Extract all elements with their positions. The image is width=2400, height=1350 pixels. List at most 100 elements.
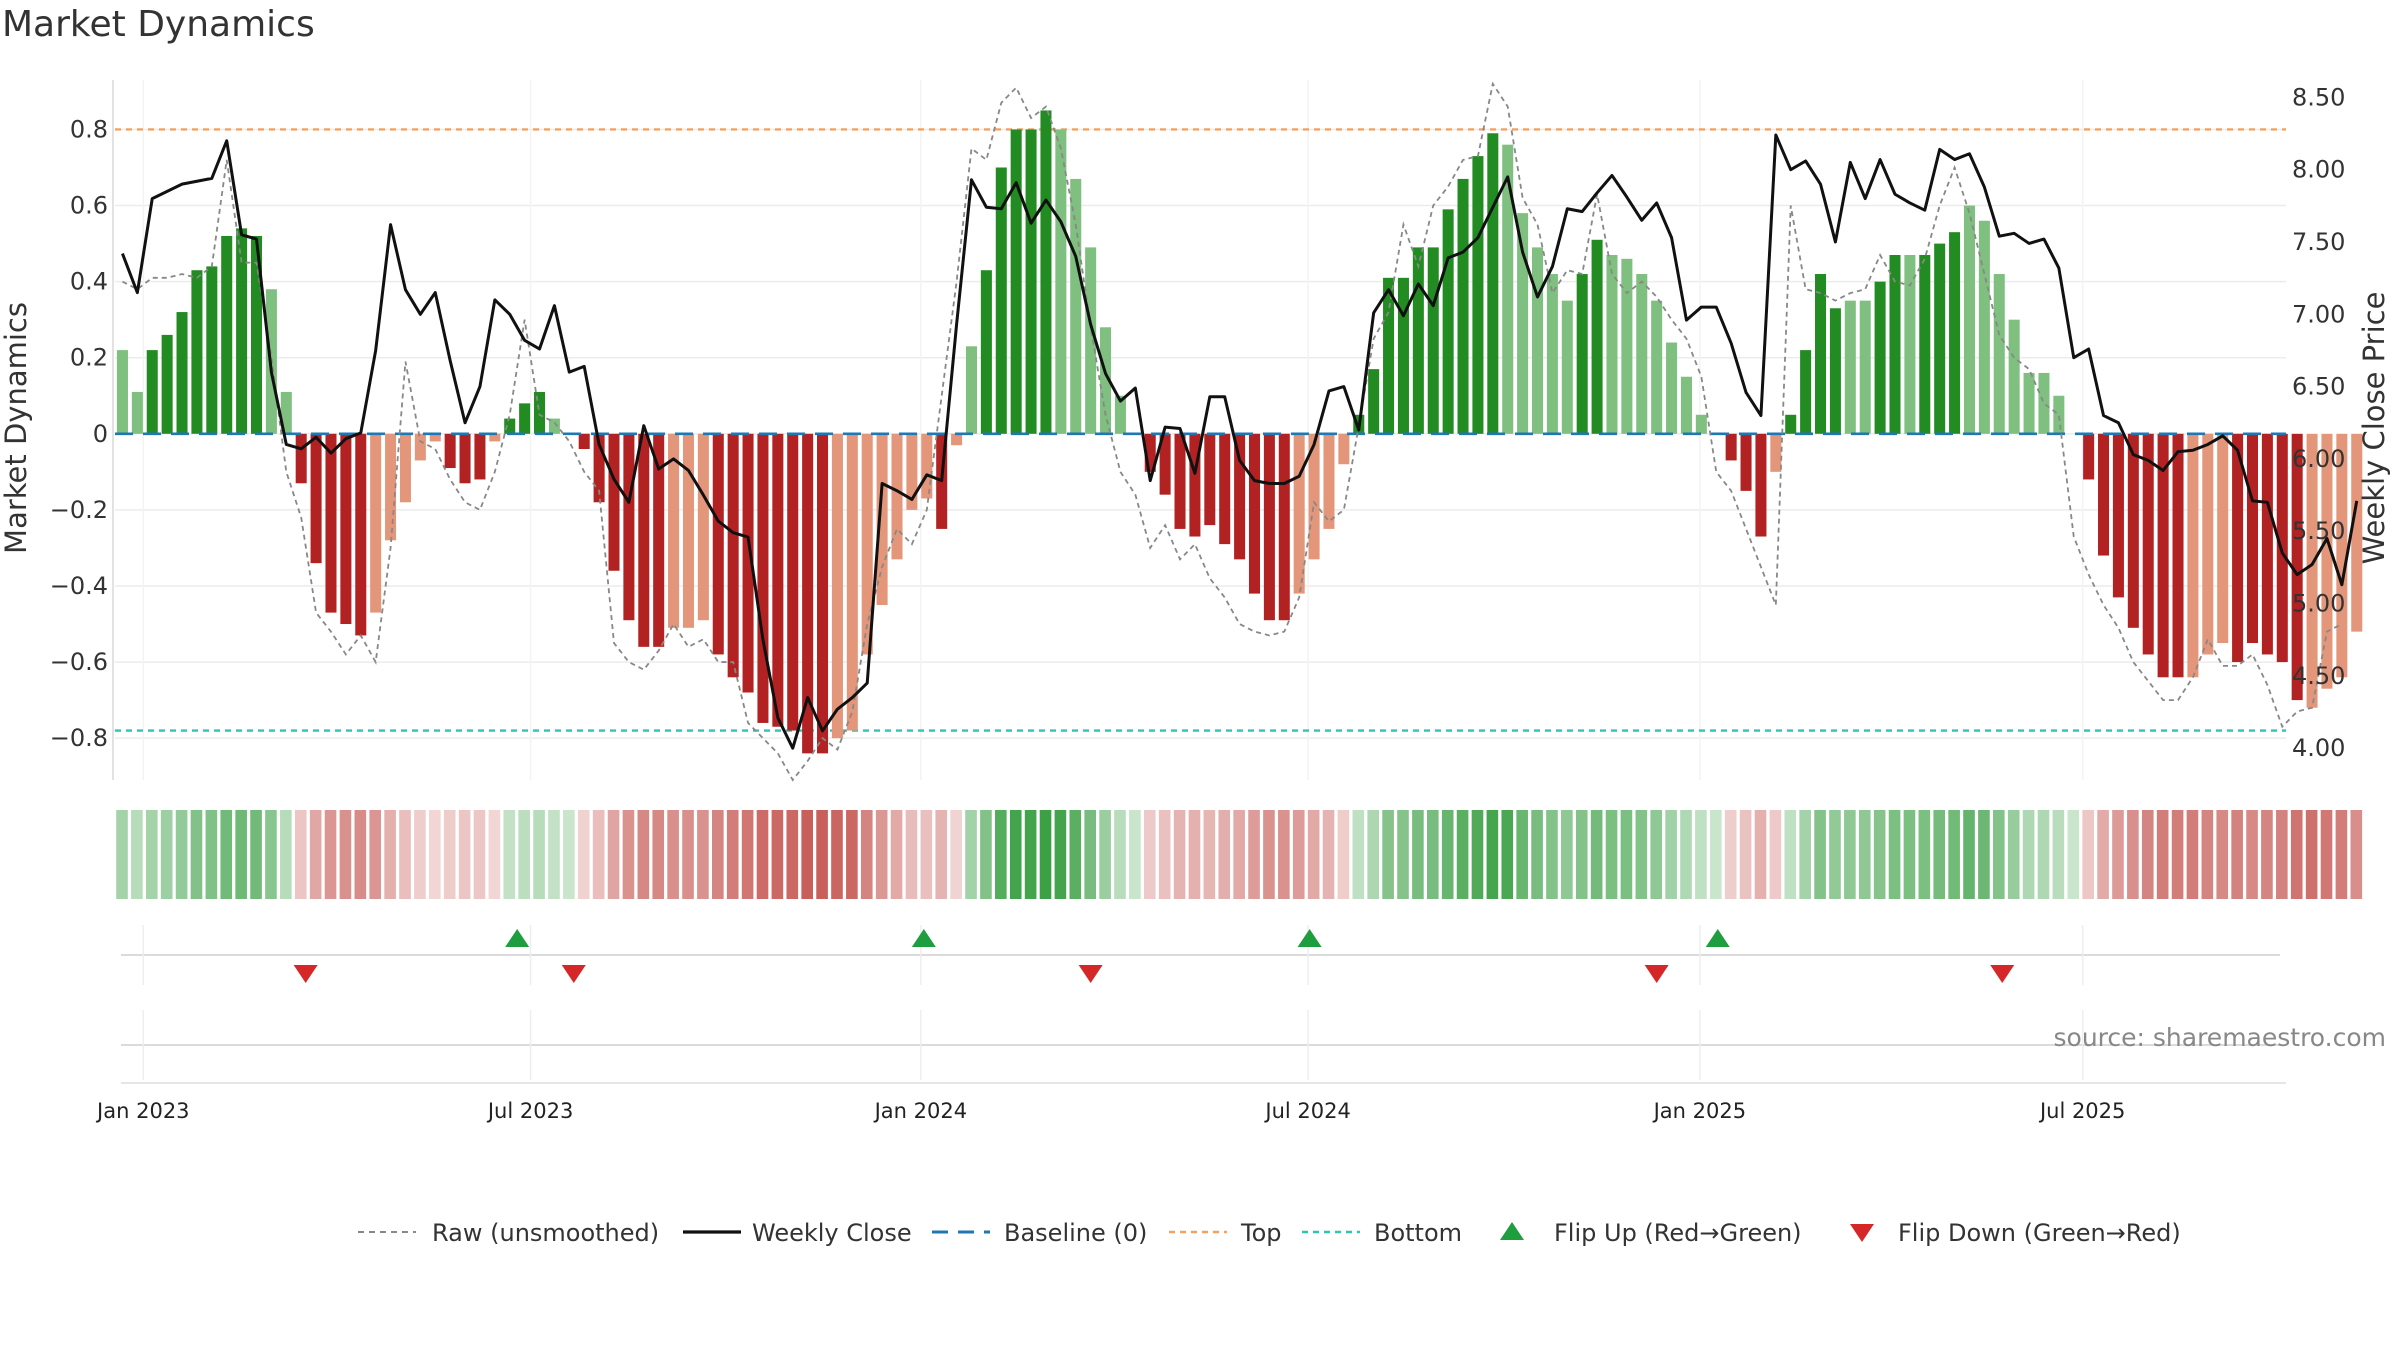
dynamics-bar <box>1740 433 1752 491</box>
regime-cell <box>682 810 694 899</box>
dynamics-bar <box>787 433 799 731</box>
dynamics-bar <box>1204 433 1216 526</box>
dynamics-bar <box>2232 433 2244 663</box>
regime-cell <box>1978 810 1990 899</box>
regime-cell <box>235 810 247 899</box>
y-tick-label: 0.4 <box>70 268 108 296</box>
regime-cell <box>652 810 665 899</box>
dynamics-bar <box>2098 433 2110 556</box>
regime-cell <box>1650 810 1663 899</box>
dynamics-bar <box>2202 433 2214 655</box>
regime-cell <box>1233 810 1245 899</box>
y2-tick-label: 4.50 <box>2292 662 2345 690</box>
flip-down-marker <box>561 965 586 983</box>
regime-cell <box>1039 810 1052 899</box>
regime-strip <box>116 810 2363 899</box>
regime-cell <box>294 810 307 899</box>
flip-down-marker <box>293 965 318 983</box>
y2-tick-label: 8.00 <box>2292 156 2345 184</box>
date-tick-label: Jul 2025 <box>2038 1099 2125 1123</box>
regime-cell <box>548 810 560 899</box>
dynamics-bar <box>876 433 888 605</box>
regime-cell <box>607 810 620 899</box>
dynamics-bar <box>1800 350 1812 434</box>
regime-cell <box>905 810 918 899</box>
regime-cell <box>1278 810 1290 899</box>
regime-cell <box>1158 810 1171 899</box>
regime-cell <box>1903 810 1916 899</box>
regime-cell <box>1858 810 1871 899</box>
regime-cell <box>875 810 888 899</box>
regime-cell <box>2320 810 2333 899</box>
dynamics-bar <box>1472 156 1484 434</box>
dynamics-bar <box>2127 433 2139 628</box>
regime-cell <box>518 810 530 899</box>
y2-tick-label: 5.00 <box>2292 590 2345 618</box>
legend-label: Bottom <box>1374 1219 1462 1247</box>
y-axis-right: 8.50 8.00 7.50 7.00 6.50 6.00 5.50 5.00 4.50 4.00 <box>2292 83 2345 762</box>
regime-cell <box>414 810 426 899</box>
regime-cell <box>384 810 396 899</box>
regime-cell <box>1307 810 1320 899</box>
dynamics-bar <box>653 433 665 647</box>
regime-cell <box>1412 810 1424 899</box>
dynamics-bar <box>1695 414 1707 434</box>
regime-cell <box>1501 810 1514 899</box>
dynamics-bar <box>1114 395 1126 434</box>
y2-tick-label: 8.50 <box>2292 83 2345 111</box>
regime-cell <box>1352 810 1365 899</box>
date-tick-label: Jan 2025 <box>1652 1099 1747 1123</box>
regime-cell <box>1769 810 1782 899</box>
y2-tick-label: 6.00 <box>2292 445 2345 473</box>
dynamics-bars <box>115 110 2363 754</box>
dynamics-bar <box>176 312 188 434</box>
regime-cell <box>1531 810 1543 899</box>
dynamics-bar <box>980 270 992 434</box>
regime-cell <box>1024 810 1037 899</box>
regime-cell <box>1680 810 1692 899</box>
y2-tick-label: 5.50 <box>2292 517 2345 545</box>
y-tick-label: 0 <box>93 420 108 448</box>
regime-cell <box>1724 810 1737 899</box>
dynamics-bar <box>1010 129 1022 434</box>
regime-cell <box>1709 810 1722 899</box>
flip-up-marker <box>1297 929 1322 947</box>
dynamics-bar <box>2261 433 2273 655</box>
dynamics-bar <box>1978 220 1990 434</box>
dynamics-bar <box>2217 433 2229 644</box>
dynamics-bar <box>355 433 367 636</box>
date-tick-label: Jan 2023 <box>95 1099 190 1123</box>
regime-cell <box>1784 810 1797 899</box>
raw-series-line <box>122 81 2343 782</box>
regime-cell <box>265 810 277 899</box>
dynamics-bar <box>206 266 218 434</box>
dynamics-bar <box>1993 274 2005 434</box>
regime-cell <box>2082 810 2094 899</box>
regime-cell <box>1635 810 1648 899</box>
regime-cell <box>339 810 352 899</box>
flip-down-marker <box>1990 965 2015 983</box>
dynamics-bar <box>817 433 829 754</box>
y2-tick-label: 4.00 <box>2292 734 2345 762</box>
regime-cell <box>533 810 545 899</box>
dynamics-bar <box>1070 178 1082 434</box>
regime-cell <box>2097 810 2109 899</box>
regime-cell <box>1873 810 1886 899</box>
regime-cell <box>1739 810 1752 899</box>
dynamics-bar <box>1859 300 1871 434</box>
legend-label: Flip Down (Green→Red) <box>1898 1219 2181 1247</box>
regime-cell <box>1575 810 1588 899</box>
dynamics-bar <box>1963 205 1975 434</box>
dynamics-bar <box>995 167 1007 434</box>
dynamics-bar <box>1293 433 1305 594</box>
regime-cell <box>324 810 337 899</box>
dynamics-bar <box>742 433 754 693</box>
dynamics-bar <box>221 235 233 434</box>
regime-cell <box>2127 810 2139 899</box>
regime-cell <box>1471 810 1484 899</box>
regime-cell <box>1069 810 1082 899</box>
regime-cell <box>1054 810 1067 899</box>
dynamics-bar <box>2083 433 2095 480</box>
y2-tick-label: 7.50 <box>2292 228 2345 256</box>
dynamics-bar <box>2008 319 2020 434</box>
